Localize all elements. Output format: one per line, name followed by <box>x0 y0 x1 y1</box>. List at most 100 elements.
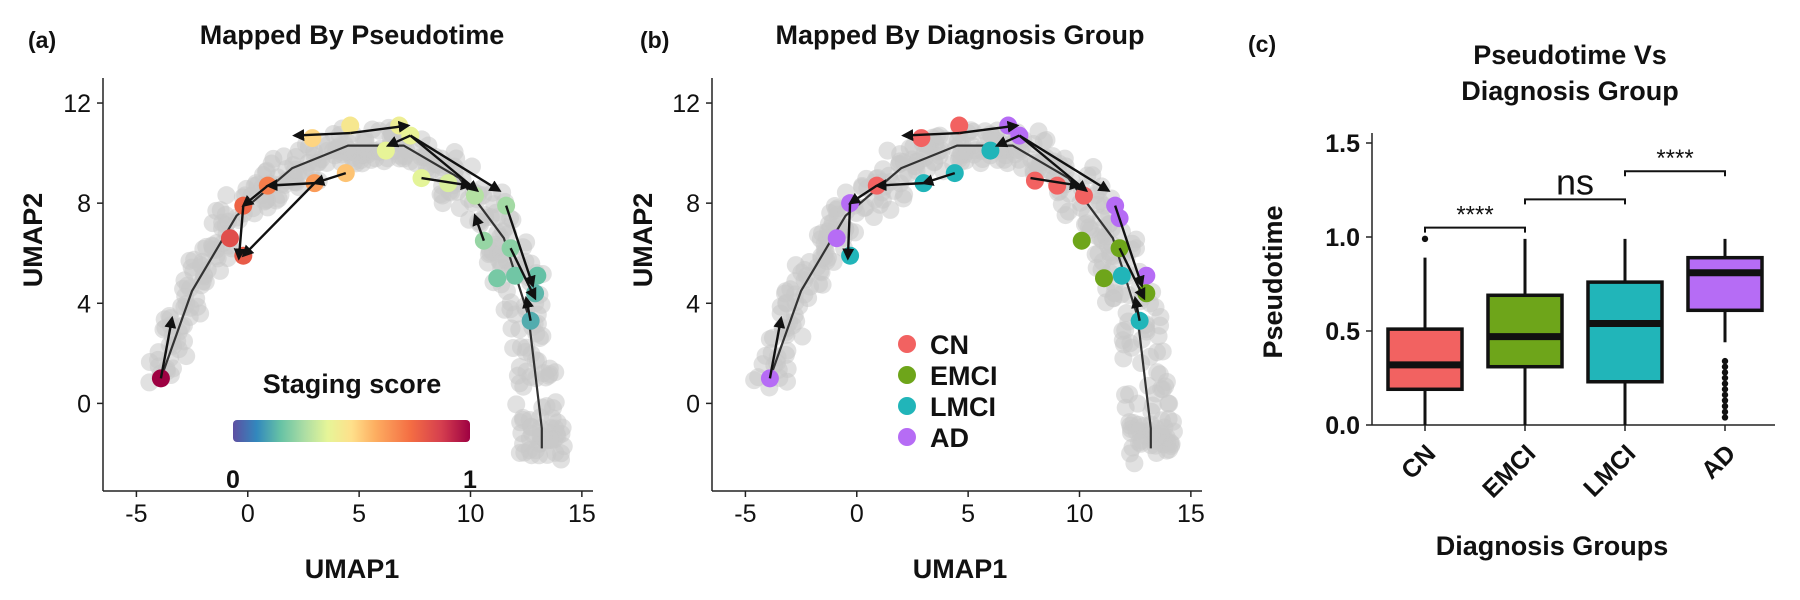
outlier-point <box>1721 380 1729 387</box>
velocity-arrows <box>768 120 1146 379</box>
panel-c-boxplot: (c) Pseudotime Vs Diagnosis Group 0.0 0.5… <box>1248 31 1775 561</box>
legend-marker-ad <box>898 428 916 446</box>
y-tick-label: 0 <box>686 390 700 418</box>
panel-b-xlabel: UMAP1 <box>913 554 1008 584</box>
velocity-arrows <box>159 120 537 379</box>
legend-label-cn: CN <box>930 330 969 360</box>
outlier-point <box>1721 397 1729 404</box>
velocity-arrow <box>409 134 502 192</box>
background-cell <box>1150 365 1169 384</box>
background-cell <box>269 189 288 208</box>
box-emci <box>1486 293 1564 369</box>
panel-a-xlabel: UMAP1 <box>305 554 400 584</box>
velocity-arrow <box>1131 295 1143 322</box>
outlier-point <box>1721 386 1729 393</box>
cell-point <box>1112 266 1131 285</box>
x-tick-label: 15 <box>1177 500 1205 528</box>
background-cell <box>870 195 889 214</box>
x-tick-label: -5 <box>125 500 147 528</box>
velocity-arrow <box>233 205 246 261</box>
cell-point <box>827 229 846 248</box>
background-cell <box>1092 208 1111 227</box>
background-cell <box>522 345 541 364</box>
panel-c-xlabel: Diagnosis Groups <box>1436 531 1669 561</box>
background-cell <box>445 157 464 176</box>
background-cell <box>1125 454 1144 473</box>
background-cell <box>1149 327 1168 346</box>
background-cell <box>1090 191 1109 210</box>
velocity-arrow <box>768 315 786 379</box>
velocity-arrow <box>522 295 534 322</box>
panel-a-ylabel: UMAP2 <box>18 193 48 288</box>
y-tick-label: 0.5 <box>1325 318 1360 346</box>
background-cell <box>530 446 549 465</box>
y-tick-label: 0.0 <box>1325 412 1360 440</box>
x-tick-label: -5 <box>734 500 756 528</box>
background-cell <box>1160 440 1179 459</box>
colorbar-gradient <box>233 420 470 442</box>
legend-label-ad: AD <box>930 423 969 453</box>
velocity-arrow <box>504 205 536 289</box>
box-cn <box>1386 327 1464 392</box>
x-tick-label: 5 <box>961 500 975 528</box>
velocity-arrow <box>921 171 956 186</box>
cell-point <box>1025 171 1044 190</box>
outlier-point <box>1721 408 1729 416</box>
velocity-arrow <box>1018 134 1111 192</box>
x-tick-label: 5 <box>352 500 366 528</box>
cell-point <box>912 129 931 148</box>
umap-background-cloud <box>140 118 573 469</box>
y-tick-label: 4 <box>77 290 91 318</box>
background-cell <box>1105 284 1124 303</box>
cell-point <box>220 229 239 248</box>
staging-colorbar: Staging score 0 1 <box>226 369 477 494</box>
cell-point <box>1072 231 1091 250</box>
velocity-arrow <box>848 184 878 205</box>
x-tick-label: 10 <box>1066 500 1094 528</box>
x-tick-label: 15 <box>568 500 596 528</box>
background-cell <box>1147 343 1166 362</box>
background-cell <box>1146 384 1165 403</box>
background-cell <box>1114 349 1133 368</box>
background-cell <box>517 233 536 252</box>
background-cell <box>255 192 274 211</box>
panel-c-label: (c) <box>1248 31 1276 57</box>
background-cell <box>1116 385 1135 404</box>
background-cell <box>1034 132 1053 151</box>
legend-marker-emci <box>898 366 916 384</box>
background-cell <box>418 146 437 165</box>
background-cell <box>517 362 536 381</box>
significance-label: ns <box>1556 161 1594 202</box>
background-cell <box>785 285 804 304</box>
legend-label-lmci: LMCI <box>930 392 996 422</box>
x-tick-label: 0 <box>850 500 864 528</box>
velocity-arrow <box>241 182 316 258</box>
panel-c-ylabel: Pseudotime <box>1258 205 1288 358</box>
velocity-arrow <box>1030 176 1082 191</box>
y-tick-label: 12 <box>672 90 700 118</box>
y-tick-label: 4 <box>686 290 700 318</box>
background-cell <box>793 327 812 346</box>
cell-point <box>506 266 525 285</box>
background-cell <box>760 330 779 349</box>
outlier-point <box>1421 235 1429 243</box>
velocity-arrow <box>421 176 473 191</box>
velocity-arrow <box>901 129 960 142</box>
background-cell <box>541 430 560 449</box>
panel-b-label: (b) <box>640 27 669 53</box>
colorbar-max-label: 1 <box>463 466 477 494</box>
significance-bracket <box>1524 198 1626 205</box>
panel-a-label: (a) <box>28 27 56 53</box>
panel-b-axes: -5 0 5 10 15 0 4 8 12 <box>672 78 1205 528</box>
panel-c-title-line-2: Diagnosis Group <box>1461 76 1679 106</box>
significance-label: **** <box>1656 145 1693 172</box>
y-tick-label: 8 <box>77 190 91 218</box>
background-cell <box>878 141 897 160</box>
box-ad <box>1686 255 1764 313</box>
legend-marker-lmci <box>898 397 916 415</box>
colorbar-min-label: 0 <box>226 466 240 494</box>
velocity-arrow <box>292 129 351 142</box>
velocity-arrow <box>265 179 315 192</box>
